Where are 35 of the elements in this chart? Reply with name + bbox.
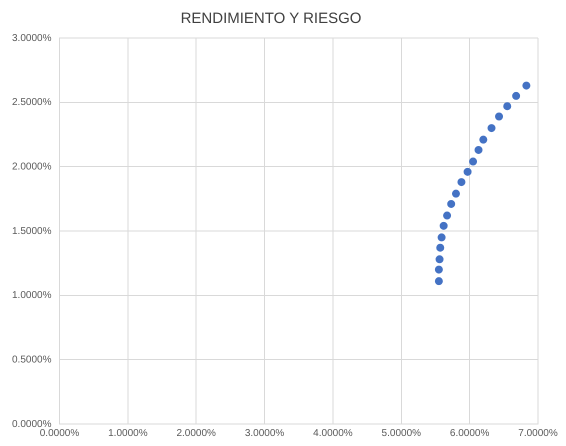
point — [474, 146, 483, 154]
x-tick-label: 1.0000% — [108, 428, 148, 439]
point — [443, 212, 452, 220]
point — [464, 168, 472, 176]
y-tick-label: 1.0000% — [12, 290, 52, 302]
point — [512, 92, 520, 100]
point — [503, 102, 512, 110]
x-tick-label: 5.0000% — [382, 428, 422, 439]
point — [440, 222, 448, 230]
y-tick-label: 1.5000% — [12, 226, 52, 237]
x-tick-label: 0.0000% — [40, 428, 80, 439]
point — [438, 233, 446, 242]
y-tick-label: 0.5000% — [12, 354, 52, 366]
point — [488, 124, 496, 132]
point — [436, 255, 444, 264]
x-tick-label: 7.0000% — [518, 428, 558, 439]
y-tick-label: 2.0000% — [12, 161, 52, 172]
y-tick-label: 2.5000% — [12, 97, 52, 108]
y-tick-label: 0.0000% — [12, 418, 52, 430]
x-tick-label: 4.0000% — [313, 428, 353, 439]
point — [495, 112, 504, 120]
point — [522, 82, 530, 90]
point — [434, 277, 443, 286]
x-tick-label: 6.0000% — [450, 428, 490, 439]
point — [479, 136, 488, 144]
x-tick-label: 3.0000% — [244, 428, 284, 439]
point — [436, 244, 444, 252]
point — [447, 200, 456, 208]
point — [434, 266, 443, 274]
point — [457, 178, 466, 186]
chart-title: RENDIMIENTO Y RIESGO — [180, 10, 362, 28]
point — [452, 190, 460, 198]
point — [469, 158, 478, 166]
y-tick-label: 3.0000% — [12, 32, 52, 44]
x-tick-label: 2.0000% — [176, 428, 216, 439]
